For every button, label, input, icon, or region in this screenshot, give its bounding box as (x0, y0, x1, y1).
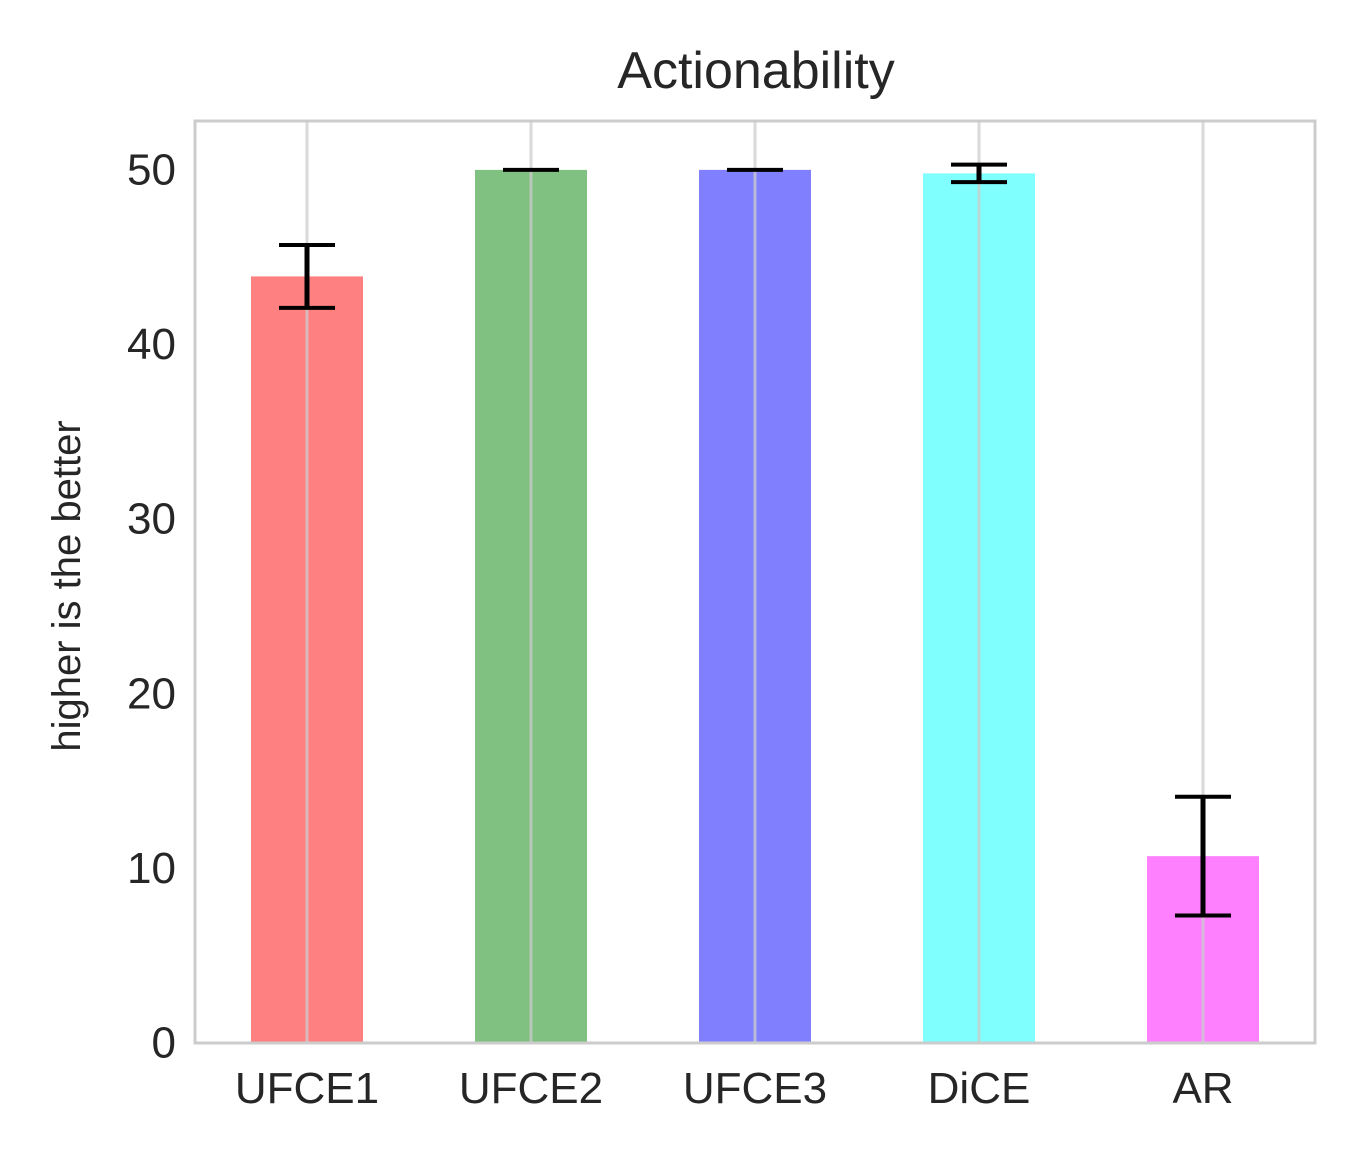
plot-frame (193, 119, 1317, 1045)
x-tick-label-ufce1: UFCE1 (235, 1064, 379, 1113)
y-tick-label: 30 (127, 495, 176, 544)
y-axis-title: higher is the better (45, 420, 89, 751)
y-tick-label: 50 (127, 145, 176, 194)
x-tick-label-ufce2: UFCE2 (459, 1064, 603, 1113)
y-tick-label: 0 (152, 1019, 176, 1068)
y-tick-label: 20 (127, 669, 176, 718)
x-tick-label-ar: AR (1172, 1064, 1233, 1113)
x-tick-label-dice: DiCE (928, 1064, 1031, 1113)
y-tick-label: 10 (127, 844, 176, 893)
plot-area: 0 10 20 30 40 50 UFCE1 UFCE2 UFCE3 DiCE AR (127, 119, 1317, 1113)
chart-title: Actionability (617, 42, 894, 100)
y-tick-label: 40 (127, 320, 176, 369)
x-tick-label-ufce3: UFCE3 (683, 1064, 827, 1113)
